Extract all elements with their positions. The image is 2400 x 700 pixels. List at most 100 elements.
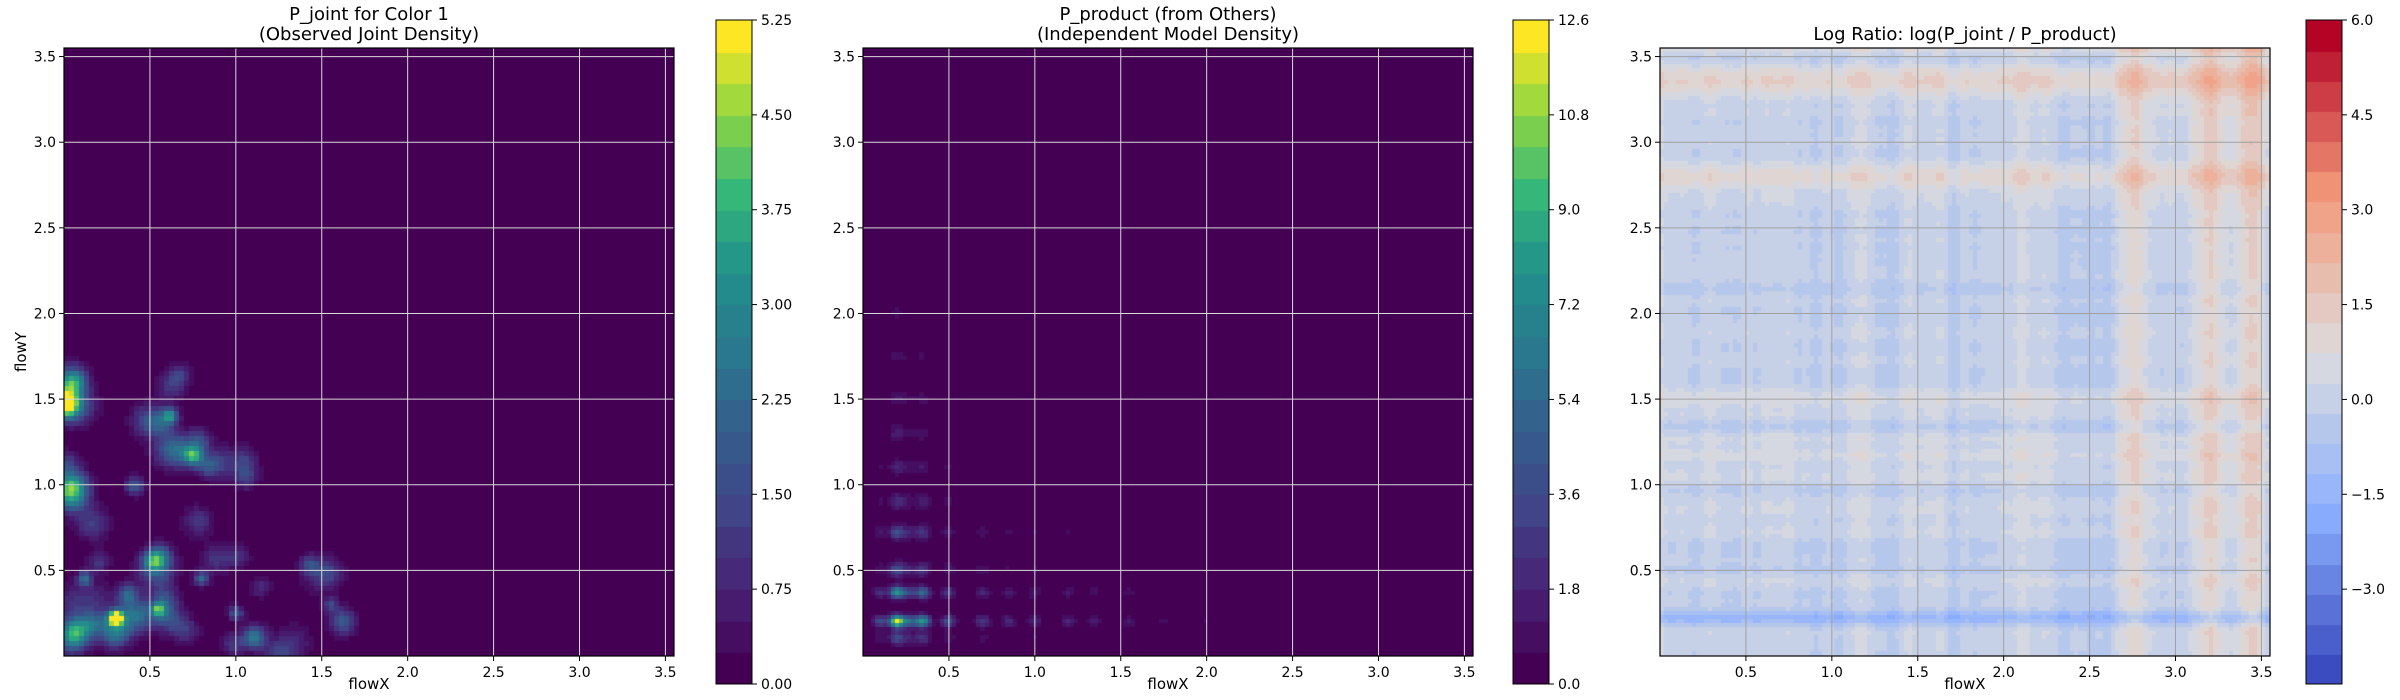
- y-tick-label: 1.0: [1630, 478, 1652, 494]
- x-tick-label: 3.5: [1453, 665, 1475, 681]
- colorbar-tick-label: 5.25: [761, 13, 792, 29]
- panel-2-grid: [863, 48, 1473, 656]
- colorbar-tick-label: 2.25: [761, 392, 792, 408]
- panel-3-y-ticks: 0.5 1.0 1.5 2.0 2.5 3.0 3.5: [1630, 50, 1660, 579]
- y-tick-label: 3.5: [1630, 50, 1652, 66]
- y-tick-label: 2.5: [34, 221, 56, 237]
- panel-2-heatmap: [863, 48, 1473, 656]
- panel-2-title-line1: P_product (from Others): [1060, 4, 1277, 25]
- x-tick-label: 1.0: [1821, 665, 1843, 681]
- colorbar-tick-label: 0.0: [2351, 392, 2373, 408]
- y-tick-label: 2.5: [1630, 221, 1652, 237]
- panel-1: P_joint for Color 1 (Observed Joint Dens…: [12, 4, 677, 693]
- panel-3: Log Ratio: log(P_joint / P_product) 0.5 1…: [1630, 24, 2273, 693]
- colorbar-tick-label: 3.6: [1558, 487, 1580, 503]
- panel-3-frame: [1659, 47, 2271, 657]
- colorbar-tick-label: 10.8: [1558, 108, 1589, 124]
- panel-1-xlabel: flowX: [348, 675, 389, 693]
- y-tick-label: 1.0: [833, 478, 855, 494]
- panel-1-heatmap: [64, 48, 674, 656]
- x-tick-label: 0.5: [139, 665, 161, 681]
- x-tick-label: 2.5: [482, 665, 504, 681]
- x-tick-label: 3.5: [654, 665, 676, 681]
- panel-2: P_product (from Others) (Independent Mod…: [833, 4, 1476, 693]
- panel-1-title-line2: (Observed Joint Density): [259, 24, 479, 45]
- colorbar-1-frame: [715, 19, 753, 685]
- y-tick-label: 1.0: [34, 478, 56, 494]
- colorbar-1-ticks: 0.00 0.75 1.50 2.25 3.00 3.75 4.50 5.25: [752, 13, 792, 693]
- panel-2-x-ticks: 0.5 1.0 1.5 2.0 2.5 3.0 3.5: [938, 656, 1476, 681]
- x-tick-label: 2.0: [397, 665, 419, 681]
- panel-2-xlabel: flowX: [1147, 675, 1188, 693]
- colorbar-tick-label: 9.0: [1558, 203, 1580, 219]
- panel-1-grid: [64, 48, 674, 656]
- colorbar-tick-label: 1.5: [2351, 298, 2373, 314]
- x-tick-label: 3.0: [568, 665, 590, 681]
- y-tick-label: 2.0: [833, 306, 855, 322]
- colorbar-3-ticks: 6.0 4.5 3.0 1.5 0.0 −1.5 −3.0: [2342, 13, 2385, 598]
- y-tick-label: 3.0: [833, 135, 855, 151]
- y-tick-label: 1.5: [833, 392, 855, 408]
- x-tick-label: 1.5: [1907, 665, 1929, 681]
- panel-3-heatmap: [1660, 48, 2270, 656]
- x-tick-label: 1.5: [1110, 665, 1132, 681]
- panel-1-frame: [63, 47, 675, 657]
- colorbar-tick-label: 12.6: [1558, 13, 1589, 29]
- panel-1-title-line1: P_joint for Color 1: [289, 4, 449, 25]
- panel-3-x-ticks: 0.5 1.0 1.5 2.0 2.5 3.0 3.5: [1735, 656, 2273, 681]
- panel-3-xlabel: flowX: [1944, 675, 1985, 693]
- colorbar-tick-label: −1.5: [2351, 487, 2385, 503]
- x-tick-label: 3.5: [2250, 665, 2272, 681]
- y-tick-label: 1.5: [1630, 392, 1652, 408]
- y-tick-label: 1.5: [34, 392, 56, 408]
- panel-3-colorbar: 6.0 4.5 3.0 1.5 0.0 −1.5 −3.0: [2305, 13, 2385, 685]
- x-tick-label: 2.0: [1993, 665, 2015, 681]
- y-tick-label: 3.0: [34, 135, 56, 151]
- panel-2-title-line2: (Independent Model Density): [1037, 24, 1299, 45]
- x-tick-label: 0.5: [938, 665, 960, 681]
- y-tick-label: 3.0: [1630, 135, 1652, 151]
- panel-3-title: Log Ratio: log(P_joint / P_product): [1813, 24, 2116, 45]
- x-tick-label: 1.5: [311, 665, 333, 681]
- panel-2-y-ticks: 0.5 1.0 1.5 2.0 2.5 3.0 3.5: [833, 50, 863, 579]
- colorbar-2-frame: [1512, 19, 1550, 685]
- colorbar-tick-label: 4.5: [2351, 108, 2373, 124]
- x-tick-label: 2.5: [1281, 665, 1303, 681]
- x-tick-label: 3.0: [1367, 665, 1389, 681]
- panel-1-y-ticks: 0.5 1.0 1.5 2.0 2.5 3.0 3.5: [34, 50, 64, 579]
- colorbar-tick-label: 3.75: [761, 203, 792, 219]
- x-tick-label: 1.0: [1024, 665, 1046, 681]
- x-tick-label: 2.5: [2078, 665, 2100, 681]
- colorbar-tick-label: 0.75: [761, 582, 792, 598]
- y-tick-label: 0.5: [833, 563, 855, 579]
- x-tick-label: 1.0: [225, 665, 247, 681]
- panel-1-ylabel: flowY: [12, 331, 30, 372]
- x-tick-label: 3.0: [2164, 665, 2186, 681]
- colorbar-tick-label: −3.0: [2351, 582, 2385, 598]
- colorbar-tick-label: 1.8: [1558, 582, 1580, 598]
- colorbar-tick-label: 4.50: [761, 108, 792, 124]
- x-tick-label: 2.0: [1196, 665, 1218, 681]
- y-tick-label: 0.5: [1630, 563, 1652, 579]
- colorbar-3-frame: [2305, 19, 2343, 685]
- panel-2-frame: [862, 47, 1474, 657]
- panel-1-x-ticks: 0.5 1.0 1.5 2.0 2.5 3.0 3.5: [139, 656, 677, 681]
- panel-3-grid: [1660, 48, 2270, 656]
- y-tick-label: 3.5: [34, 50, 56, 66]
- y-tick-label: 3.5: [833, 50, 855, 66]
- colorbar-tick-label: 1.50: [761, 487, 792, 503]
- x-tick-label: 0.5: [1735, 665, 1757, 681]
- colorbar-tick-label: 0.0: [1558, 677, 1580, 693]
- colorbar-2-ticks: 0.0 1.8 3.6 5.4 7.2 9.0 10.8 12.6: [1549, 13, 1589, 693]
- colorbar-tick-label: 0.00: [761, 677, 792, 693]
- panel-2-colorbar: 0.0 1.8 3.6 5.4 7.2 9.0 10.8 12.6: [1512, 13, 1589, 693]
- y-tick-label: 0.5: [34, 563, 56, 579]
- colorbar-tick-label: 3.00: [761, 298, 792, 314]
- y-tick-label: 2.0: [34, 306, 56, 322]
- colorbar-tick-label: 3.0: [2351, 203, 2373, 219]
- colorbar-tick-label: 6.0: [2351, 13, 2373, 29]
- y-tick-label: 2.5: [833, 221, 855, 237]
- y-tick-label: 2.0: [1630, 306, 1652, 322]
- panel-1-colorbar: 0.00 0.75 1.50 2.25 3.00 3.75 4.50 5.25: [715, 13, 792, 693]
